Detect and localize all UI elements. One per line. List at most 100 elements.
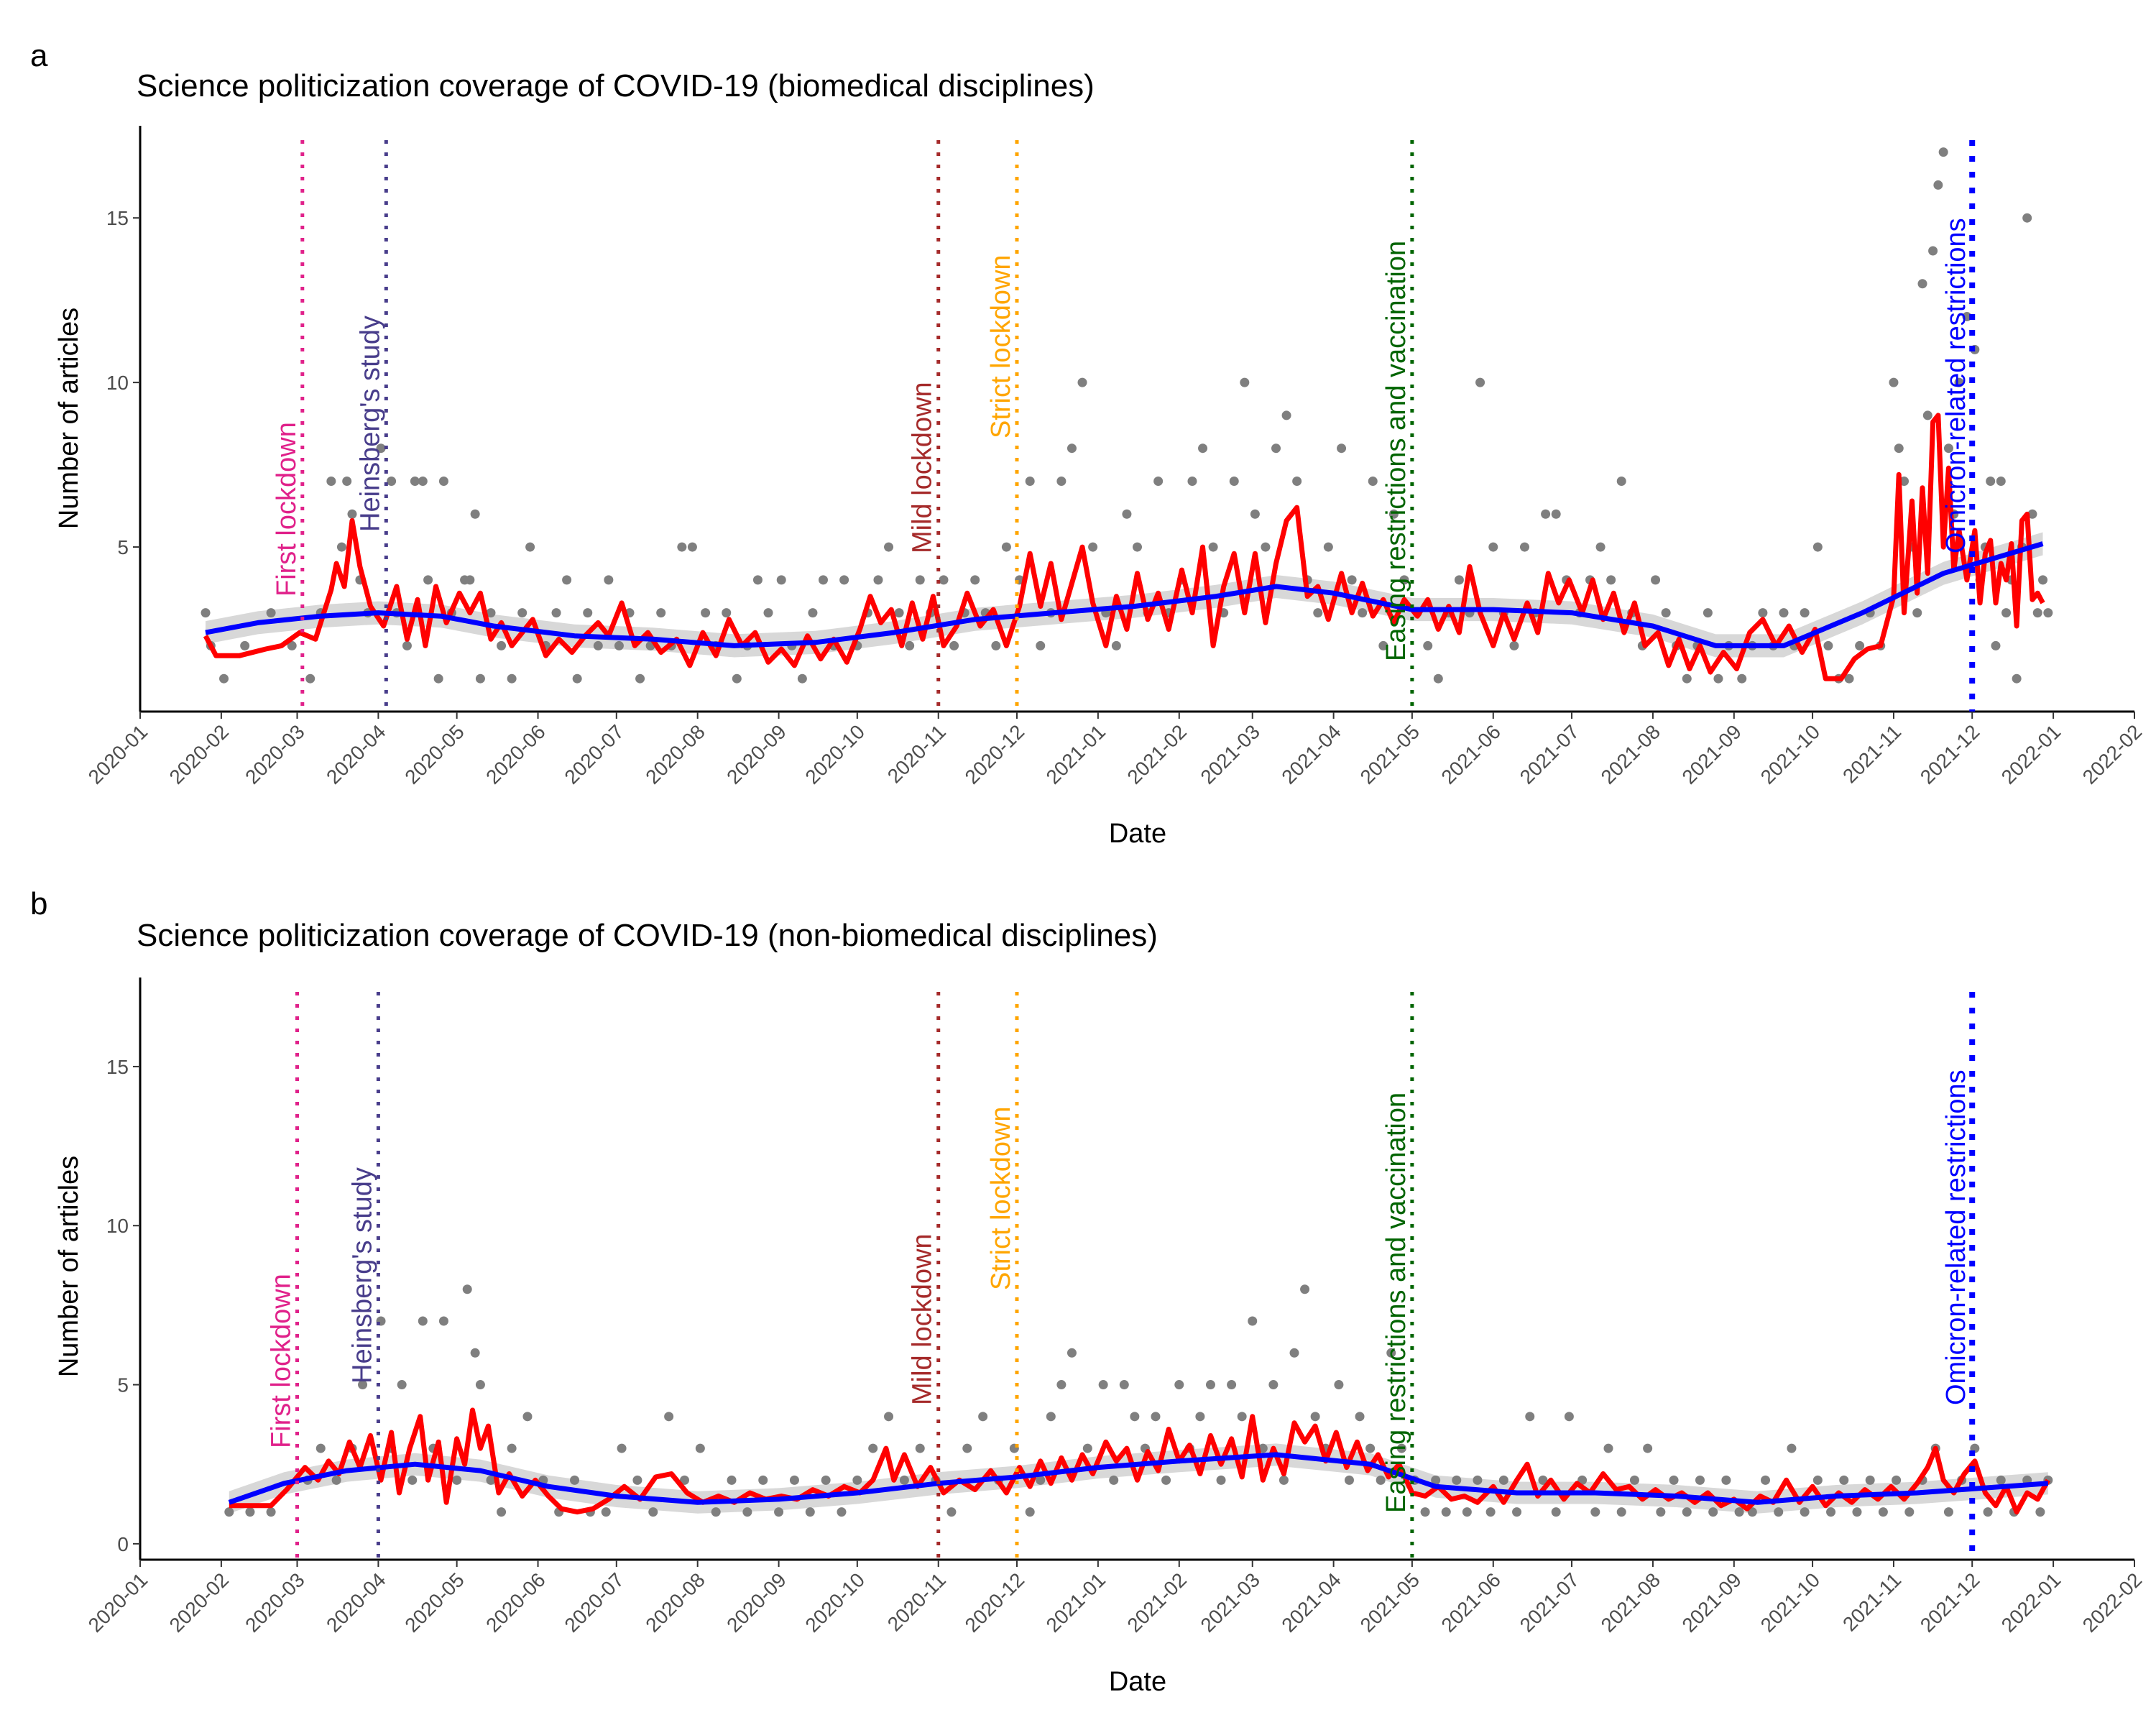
data-point [1774,1507,1784,1517]
data-point [742,1507,752,1517]
data-point [1313,608,1323,618]
event-label: Heinsberg's study [347,1167,377,1384]
data-point [1365,1443,1376,1453]
data-point [266,608,276,618]
data-point [1787,1443,1797,1453]
data-point [1595,542,1606,552]
data-point [1541,509,1551,519]
data-point [839,575,849,585]
data-point [1122,509,1132,519]
data-point [1779,608,1789,618]
x-tick-label: 2021-05 [1356,1568,1424,1637]
x-tick-label: 2020-04 [322,1568,390,1637]
data-point [837,1507,847,1517]
data-point [664,1412,674,1422]
data-point [1452,1475,1462,1485]
data-point [1082,1443,1092,1453]
data-point [1067,1348,1077,1358]
y-tick-label: 5 [117,536,129,558]
y-tick-label: 10 [106,1215,129,1237]
x-tick-label: 2022-01 [1997,1568,2065,1637]
data-point [201,608,211,618]
data-point [604,575,614,585]
x-tick-label: 2020-02 [165,1568,234,1637]
data-point [376,443,386,454]
data-point [1983,1507,1993,1517]
data-point [433,673,443,684]
event-label: First lockdown [267,1274,297,1448]
data-point [410,476,420,486]
data-point [1852,1507,1862,1517]
data-point [347,509,357,519]
x-tick-label: 2021-07 [1516,1568,1584,1637]
data-point [701,608,711,618]
data-point [1454,575,1464,585]
data-point [1271,443,1281,454]
data-point [1996,1475,2006,1485]
data-point [358,1380,368,1390]
data-point [1682,673,1692,684]
data-point [797,673,807,684]
data-point [1899,476,1909,486]
x-tick-label: 2020-05 [400,720,469,788]
data-point [342,476,352,486]
data-point [507,673,517,684]
data-point [497,1507,507,1517]
x-tick-label: 2021-12 [1916,720,1984,788]
x-tick-label: 2021-11 [1838,1568,1905,1635]
data-point [1056,1380,1067,1390]
x-tick-label: 2020-07 [560,720,628,788]
data-point [1344,1475,1354,1485]
data-point [315,1443,326,1453]
data-point [2043,608,2053,618]
data-point [1025,1507,1035,1517]
x-axis-title: Date [1109,819,1166,849]
data-point [1036,1475,1046,1485]
x-tick-label: 2020-06 [482,1568,550,1637]
x-tick-label: 2020-04 [322,720,390,788]
x-tick-label: 2021-12 [1916,1568,1984,1637]
data-point [991,640,1001,650]
data-point [648,1507,658,1517]
data-point [2032,608,2042,618]
data-point [1603,1443,1613,1453]
data-point [1310,1412,1320,1422]
data-point [1938,147,1948,157]
data-point [635,673,645,684]
data-point [452,1475,462,1485]
data-point [470,509,480,519]
x-tick-label: 2020-05 [400,1568,469,1637]
data-point [1761,1475,1771,1485]
x-tick-label: 2020-10 [801,720,869,788]
x-tick-label: 2021-02 [1123,720,1191,788]
data-point [978,1412,988,1422]
x-tick-label: 2020-09 [722,720,791,788]
x-tick-label: 2021-05 [1356,720,1424,788]
data-point [1519,542,1529,552]
data-point [1056,476,1067,486]
data-point [1161,1475,1171,1485]
x-tick-label: 2022-02 [2078,1568,2147,1637]
data-point [224,1507,234,1517]
data-point [1088,542,1098,552]
data-point [1067,443,1077,454]
data-point [1812,542,1823,552]
data-point [465,575,475,585]
data-point [245,1507,255,1517]
x-tick-label: 2021-08 [1597,720,1665,788]
data-point [326,476,336,486]
data-point [1826,1507,1836,1517]
data-point [873,575,883,585]
plot-area: 5 10 15 2020-01 2020-02 2020-03 2020-04 2020-05… [84,126,2146,788]
data-point [1001,542,1011,552]
data-point [462,1284,472,1294]
y-tick-label: 15 [106,1056,129,1078]
data-point [722,608,732,618]
data-point [438,1316,448,1326]
data-point [1174,1380,1184,1390]
panel-a: a Science politicization coverage of COV… [30,38,2146,849]
data-point [305,673,315,684]
data-point [1025,476,1035,486]
x-tick-label: 2020-12 [961,720,1029,788]
